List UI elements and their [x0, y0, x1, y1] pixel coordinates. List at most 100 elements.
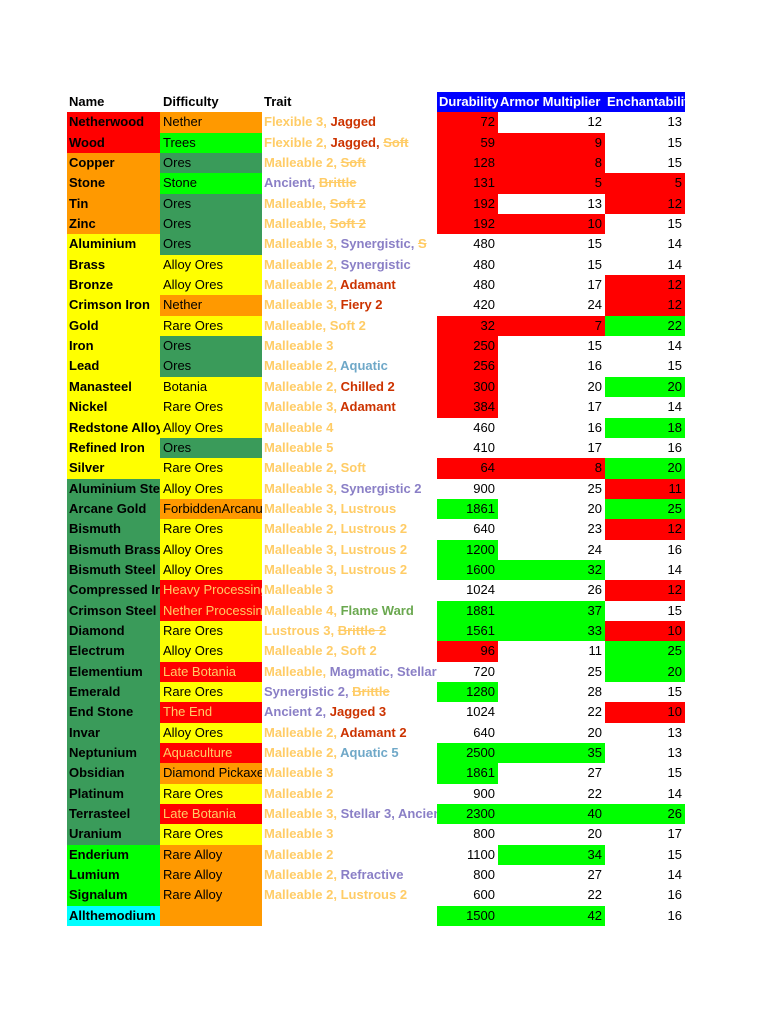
cell-durability[interactable]: 1100 — [467, 846, 495, 862]
cell-enchantability[interactable]: 12 — [605, 275, 685, 296]
cell-difficulty[interactable]: Nether — [160, 295, 262, 316]
cell-name[interactable]: Arcane Gold — [67, 498, 160, 520]
cell-enchantability[interactable]: 12 — [605, 295, 685, 316]
cell-trait[interactable] — [262, 906, 437, 926]
cell-durability[interactable]: 192 — [437, 214, 498, 235]
cell-name[interactable]: Enderium — [67, 844, 160, 866]
cell-trait[interactable]: Malleable 2, Aquatic 5 — [264, 745, 399, 760]
cell-trait[interactable]: Malleable 3, Synergistic, S — [264, 236, 427, 252]
cell-durability[interactable]: 300 — [437, 376, 498, 398]
cell-armor-multiplier[interactable]: 26 — [587, 582, 602, 598]
cell-name[interactable]: Lumium — [67, 865, 160, 886]
cell-armor-multiplier[interactable]: 8 — [498, 458, 605, 479]
cell-difficulty[interactable]: Rare Alloy — [160, 844, 262, 866]
cell-armor-multiplier[interactable]: 37 — [498, 600, 605, 621]
cell-difficulty[interactable] — [160, 905, 262, 927]
cell-durability[interactable]: 128 — [437, 153, 498, 174]
cell-enchantability[interactable]: 14 — [667, 399, 682, 415]
cell-durability[interactable]: 1861 — [437, 498, 498, 520]
cell-name[interactable]: Zinc — [67, 214, 160, 235]
cell-name[interactable]: Stone — [67, 173, 160, 194]
cell-enchantability[interactable]: 25 — [605, 498, 685, 520]
cell-name[interactable]: Electrum — [67, 641, 160, 662]
cell-name[interactable]: Aluminium Steel — [67, 478, 160, 499]
cell-trait[interactable]: Malleable 2, Lustrous 2 — [264, 521, 408, 537]
cell-armor-multiplier[interactable]: 35 — [498, 743, 605, 764]
cell-durability[interactable]: 2500 — [437, 743, 498, 764]
cell-durability[interactable]: 480 — [473, 256, 495, 272]
cell-difficulty[interactable]: Botania — [160, 376, 262, 398]
cell-armor-multiplier[interactable]: 27 — [587, 867, 602, 883]
cell-difficulty[interactable]: Alloy Ores — [160, 254, 262, 276]
cell-difficulty[interactable]: Alloy Ores — [160, 417, 262, 438]
cell-armor-multiplier[interactable]: 40 — [498, 804, 605, 825]
cell-armor-multiplier[interactable]: 7 — [498, 315, 605, 337]
cell-armor-multiplier[interactable]: 22 — [587, 785, 602, 801]
cell-trait[interactable]: Malleable 3 — [262, 824, 437, 844]
cell-name[interactable]: Allthemodium — [67, 905, 160, 927]
cell-trait[interactable]: Malleable 3 — [262, 763, 437, 783]
cell-trait[interactable]: Malleable 4, Flame Ward — [264, 602, 414, 618]
cell-name[interactable]: Iron — [67, 336, 160, 357]
cell-name[interactable]: Compressed Iron — [67, 580, 160, 601]
cell-trait[interactable]: Malleable 3 — [262, 336, 437, 356]
cell-trait[interactable]: Malleable 2, Soft — [264, 460, 366, 476]
cell-durability[interactable]: 720 — [473, 663, 495, 679]
cell-armor-multiplier[interactable]: 20 — [587, 378, 602, 394]
cell-difficulty[interactable]: Rare Ores — [160, 519, 262, 540]
cell-trait[interactable]: Malleable 3, Lustrous 2 — [264, 561, 408, 577]
cell-armor-multiplier[interactable]: 12 — [587, 114, 602, 130]
cell-enchantability[interactable]: 11 — [605, 478, 685, 499]
cell-difficulty[interactable]: Alloy Ores — [160, 641, 262, 662]
cell-armor-multiplier[interactable]: 24 — [587, 541, 602, 557]
cell-enchantability[interactable]: 15 — [667, 765, 682, 781]
cell-durability[interactable]: 64 — [437, 458, 498, 479]
cell-trait[interactable]: Malleable 2 — [262, 845, 437, 865]
cell-name[interactable]: Obsidian — [67, 763, 160, 784]
cell-trait[interactable]: Flexible 3, Jagged — [264, 114, 376, 130]
cell-enchantability[interactable]: 18 — [605, 417, 685, 438]
cell-trait[interactable]: Malleable 2, Lustrous 2 — [264, 887, 408, 903]
cell-armor-multiplier[interactable]: 20 — [587, 826, 602, 842]
cell-name[interactable]: Terrasteel — [67, 804, 160, 825]
cell-armor-multiplier[interactable]: 27 — [587, 765, 602, 781]
cell-difficulty[interactable]: Alloy Ores — [160, 559, 262, 581]
cell-durability[interactable]: 2300 — [437, 804, 498, 825]
cell-armor-multiplier[interactable]: 13 — [587, 195, 602, 211]
cell-enchantability[interactable]: 14 — [667, 236, 682, 252]
cell-name[interactable]: Invar — [67, 722, 160, 743]
cell-trait[interactable]: Malleable 3, Stellar 3, Ancient — [262, 804, 437, 824]
cell-armor-multiplier[interactable]: 28 — [587, 683, 602, 699]
cell-name[interactable]: End Stone — [67, 702, 160, 723]
header-difficulty[interactable]: Difficulty — [163, 94, 219, 109]
cell-durability[interactable]: 1024 — [466, 704, 495, 720]
cell-durability[interactable]: 600 — [473, 887, 495, 903]
cell-armor-multiplier[interactable]: 24 — [587, 297, 602, 313]
cell-enchantability[interactable]: 20 — [605, 661, 685, 682]
cell-armor-multiplier[interactable]: 25 — [587, 663, 602, 679]
cell-name[interactable]: Emerald — [67, 681, 160, 703]
cell-enchantability[interactable]: 15 — [667, 134, 682, 150]
header-enchantability[interactable]: Enchantability — [605, 92, 685, 113]
cell-trait[interactable]: Flexible 2, Jagged, Soft — [264, 134, 409, 150]
cell-name[interactable]: Gold — [67, 315, 160, 337]
cell-enchantability[interactable]: 14 — [667, 338, 682, 354]
cell-trait[interactable]: Synergistic 2, Brittle — [264, 683, 390, 699]
cell-name[interactable]: Bronze — [67, 275, 160, 296]
cell-durability[interactable]: 480 — [473, 277, 495, 293]
cell-armor-multiplier[interactable]: 17 — [587, 399, 602, 415]
cell-trait[interactable]: Malleable, Soft 2 — [264, 317, 366, 333]
cell-trait[interactable]: Malleable 4 — [262, 418, 437, 438]
cell-enchantability[interactable]: 14 — [667, 867, 682, 883]
cell-trait[interactable]: Ancient, Brittle — [264, 175, 357, 191]
cell-armor-multiplier[interactable]: 22 — [587, 704, 602, 720]
cell-difficulty[interactable]: Rare Ores — [160, 783, 262, 805]
cell-durability[interactable]: 1561 — [437, 620, 498, 642]
cell-durability[interactable]: 480 — [473, 236, 495, 252]
cell-trait[interactable]: Malleable 3, Lustrous — [264, 500, 397, 516]
cell-difficulty[interactable]: Alloy Ores — [160, 275, 262, 296]
cell-enchantability[interactable]: 15 — [667, 846, 682, 862]
cell-difficulty[interactable]: Alloy Ores — [160, 539, 262, 560]
cell-durability[interactable]: 1500 — [437, 905, 498, 927]
cell-trait[interactable]: Lustrous 3, Brittle 2 — [264, 622, 387, 638]
